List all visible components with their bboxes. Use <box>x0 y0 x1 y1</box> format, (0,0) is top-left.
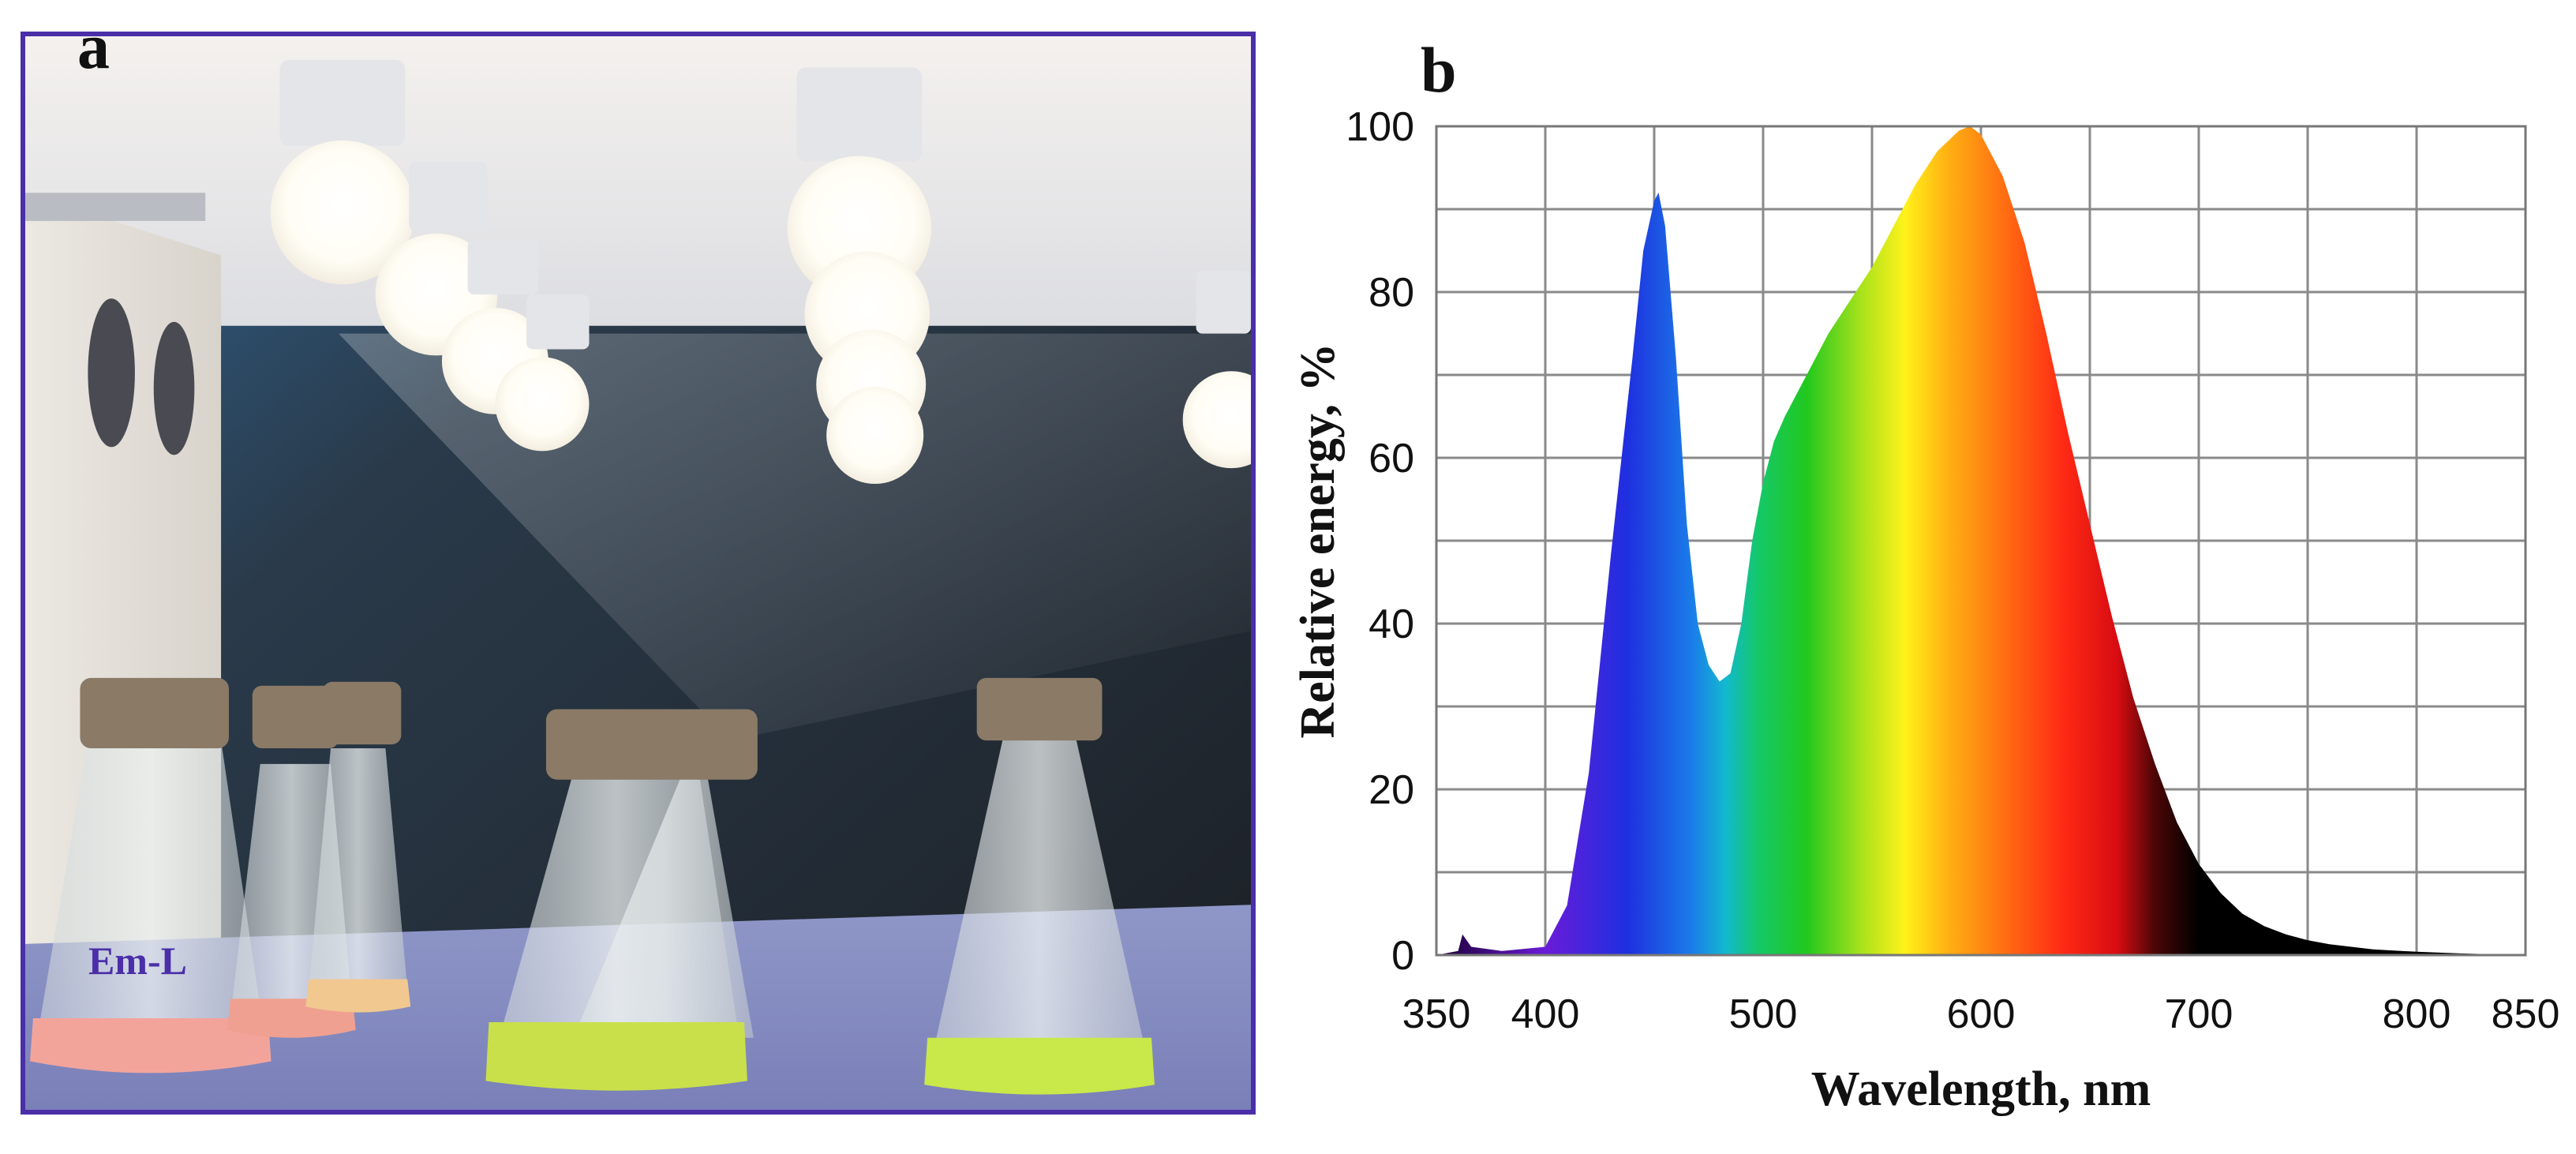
growth-chamber-photo <box>25 36 1251 1110</box>
spectrum-area <box>1436 126 2525 955</box>
photo-annotation-label: Em-L <box>88 939 187 983</box>
y-tick-label: 20 <box>1368 767 1414 813</box>
x-tick-label: 800 <box>2383 991 2451 1037</box>
y-tick-label: 80 <box>1368 270 1414 316</box>
culture-flasks <box>29 677 1155 1095</box>
spectrum-chart: 0 20 40 60 80 100 350 400 500 600 700 800 850 Wavel… <box>1291 104 2560 1116</box>
x-tick-label: 400 <box>1511 991 1580 1037</box>
x-tick-label: 700 <box>2165 991 2233 1037</box>
y-tick-label: 0 <box>1391 933 1414 979</box>
plot-frame <box>1435 125 2527 957</box>
y-tick-label: 60 <box>1368 436 1414 481</box>
y-axis-title: Relative energy, % <box>1291 343 1345 738</box>
panel-b-label: b <box>1421 34 1457 106</box>
panel-a-label: a <box>77 10 110 82</box>
x-tick-label: 500 <box>1729 991 1798 1037</box>
y-tick-label: 40 <box>1368 601 1414 647</box>
x-tick-label: 850 <box>2492 991 2560 1037</box>
ceiling-bulbs <box>270 59 1251 484</box>
x-tick-label: 350 <box>1402 991 1471 1037</box>
x-axis-title: Wavelength, nm <box>1811 1062 2151 1116</box>
y-tick-label: 100 <box>1346 104 1414 150</box>
x-tick-label: 600 <box>1947 991 2016 1037</box>
photo-panel <box>21 32 1256 1115</box>
